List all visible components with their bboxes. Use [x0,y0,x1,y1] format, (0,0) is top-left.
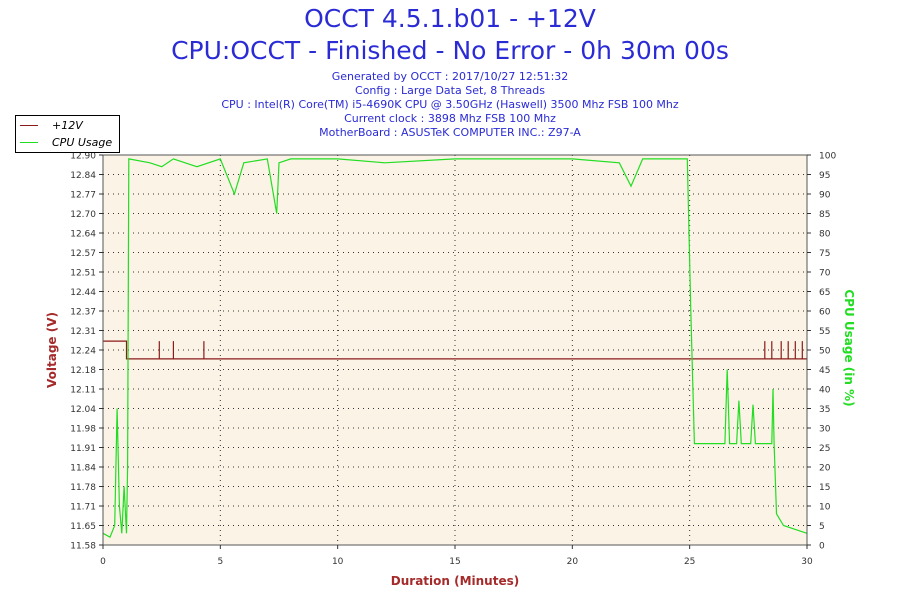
x-tick-label: 5 [217,557,223,567]
config-info: Config : Large Data Set, 8 Threads [355,84,545,97]
legend-swatch-voltage [20,124,38,126]
y-axis-right: 0 5 10 15 20 25 30 35 40 45 50 55 60 65 70 75 80 85 90 95 10… [807,152,836,552]
y-left-tick-label: 12.31 [70,327,96,337]
y-right-tick-label: 30 [819,425,831,435]
y-right-tick-label: 25 [819,444,830,454]
y-right-tick-label: 70 [819,269,831,279]
x-tick-label: 30 [801,557,813,567]
x-axis: 0 5 10 15 20 25 30 [100,545,813,567]
x-tick-label: 10 [332,557,344,567]
y-right-tick-label: 40 [819,386,831,396]
y-left-tick-label: 12.18 [70,366,96,376]
legend-item-voltage: +12V [20,117,83,133]
grid-lines [103,155,807,545]
generated-info: Generated by OCCT : 2017/10/27 12:51:32 [331,70,569,83]
y-left-tick-label: 12.70 [70,210,96,220]
y-right-tick-label: 0 [819,542,825,552]
y-left-tick-label: 12.24 [70,347,96,357]
legend-label-voltage: +12V [52,118,83,132]
y-axis-right-label: CPU Usage (in %) [842,289,856,406]
y-left-tick-label: 11.71 [70,503,96,513]
y-right-tick-label: 45 [819,366,830,376]
y-right-tick-label: 55 [819,327,830,337]
y-right-tick-label: 15 [819,483,830,493]
y-left-tick-label: 11.84 [70,464,96,474]
x-tick-label: 15 [449,557,460,567]
y-left-tick-label: 12.04 [70,405,96,415]
y-left-tick-label: 11.65 [70,522,96,532]
y-right-tick-label: 85 [819,210,830,220]
motherboard-info: MotherBoard : ASUSTeK COMPUTER INC.: Z97… [319,126,581,139]
y-left-tick-label: 12.57 [70,249,96,259]
y-right-tick-label: 60 [819,308,831,318]
series-line-cpu-usage [102,158,808,539]
y-right-tick-label: 90 [819,191,831,201]
legend: +12V CPU Usage [15,115,120,153]
y-right-tick-label: 50 [819,347,831,357]
y-left-tick-label: 11.91 [70,444,96,454]
y-left-tick-label: 12.11 [70,386,96,396]
y-right-tick-label: 75 [819,249,830,259]
legend-swatch-cpu [20,141,38,143]
x-tick-label: 20 [567,557,579,567]
y-right-tick-label: 20 [819,464,831,474]
y-left-tick-label: 11.78 [70,483,96,493]
series-layer [102,158,808,539]
x-axis-label: Duration (Minutes) [391,574,519,588]
chart-subtitle: CPU:OCCT - Finished - No Error - 0h 30m … [171,36,729,65]
y-right-tick-label: 10 [819,503,831,513]
clock-info: Current clock : 3898 Mhz FSB 100 Mhz [344,112,556,125]
legend-label-cpu: CPU Usage [52,135,113,149]
y-right-tick-label: 95 [819,171,830,181]
y-left-tick-label: 12.84 [70,171,96,181]
y-right-tick-label: 65 [819,288,830,298]
y-left-tick-label: 11.98 [70,425,96,435]
series-line-voltage [103,340,807,360]
y-right-tick-label: 100 [819,152,836,162]
x-tick-label: 0 [100,557,106,567]
y-right-tick-label: 35 [819,405,830,415]
y-left-tick-label: 12.90 [70,152,96,162]
y-axis-left: 11.58 11.65 11.71 11.78 11.84 11.91 11.98 12.04… [70,152,103,552]
y-left-tick-label: 12.37 [70,308,96,318]
y-left-tick-label: 12.44 [70,288,96,298]
y-right-tick-label: 5 [819,522,825,532]
y-right-tick-label: 80 [819,230,831,240]
chart-title: OCCT 4.5.1.b01 - +12V [304,4,596,33]
x-tick-label: 25 [684,557,695,567]
y-left-tick-label: 12.64 [70,230,96,240]
legend-item-cpu: CPU Usage [20,134,112,150]
y-left-tick-label: 12.77 [70,191,96,201]
cpu-info: CPU : Intel(R) Core(TM) i5-4690K CPU @ 3… [221,98,679,111]
y-left-tick-label: 12.51 [70,269,96,279]
y-axis-left-label: Voltage (V) [45,312,59,388]
y-left-tick-label: 11.58 [70,542,96,552]
